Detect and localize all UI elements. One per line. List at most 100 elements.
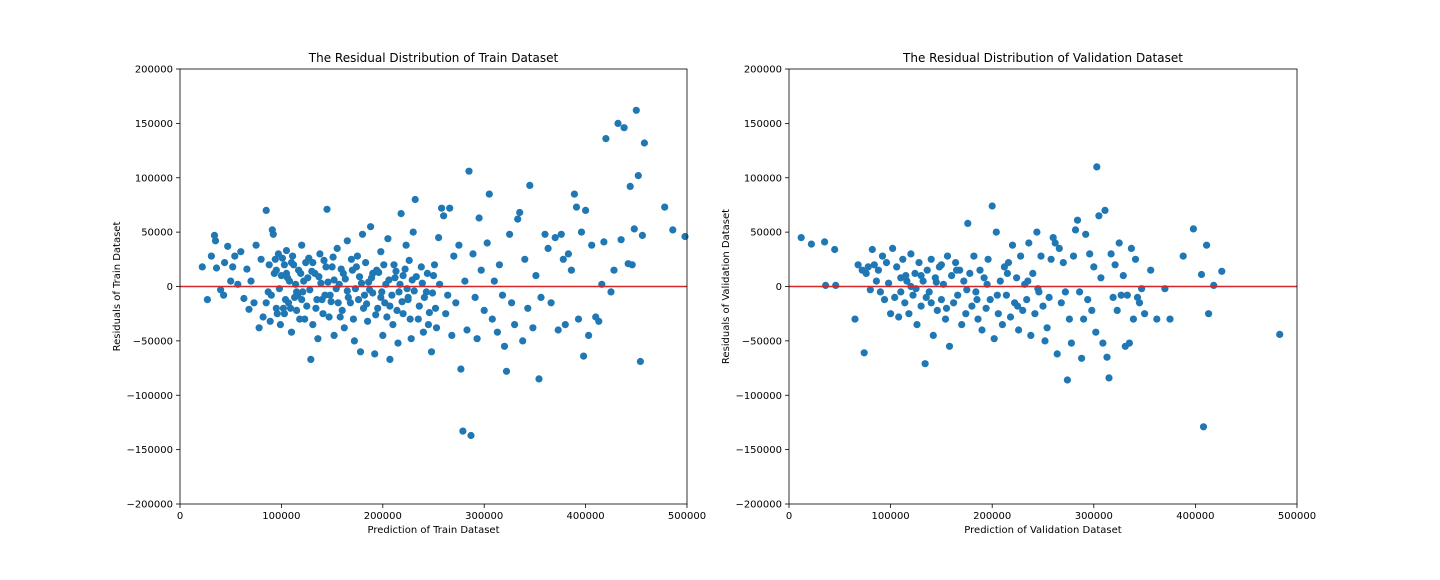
data-point (854, 261, 862, 269)
data-point (343, 237, 351, 245)
x-tick-label: 200000 (973, 511, 1011, 522)
data-point (377, 248, 385, 256)
y-tick-label: 100000 (135, 173, 173, 184)
chart-title: The Residual Distribution of Train Datas… (308, 51, 559, 65)
data-point (661, 203, 669, 211)
data-point (320, 256, 328, 264)
data-point (312, 304, 320, 312)
data-point (976, 266, 984, 274)
data-point (1041, 337, 1049, 345)
data-point (937, 296, 946, 304)
data-point (203, 296, 211, 304)
x-axis-label: Prediction of Train Dataset (367, 525, 499, 536)
data-point (404, 296, 412, 304)
data-point (390, 261, 398, 269)
data-point (427, 348, 436, 356)
data-point (1059, 259, 1067, 267)
y-tick-label: −50000 (742, 336, 782, 347)
data-point (212, 264, 221, 272)
x-tick-label: 400000 (567, 511, 605, 522)
data-point (887, 310, 895, 318)
data-point (346, 299, 354, 307)
data-point (1133, 293, 1142, 301)
data-point (469, 250, 477, 258)
data-point (1051, 239, 1059, 247)
data-point (1037, 252, 1045, 260)
data-point (994, 310, 1002, 318)
x-tick-label: 500000 (1278, 511, 1316, 522)
data-point (972, 288, 980, 296)
data-point (438, 204, 446, 212)
data-point (405, 256, 413, 264)
data-point (477, 266, 485, 274)
data-point (567, 266, 576, 274)
data-point (309, 321, 317, 329)
data-point (282, 247, 291, 255)
data-point (207, 252, 215, 260)
data-point (493, 328, 501, 336)
data-point (269, 230, 277, 238)
data-point (276, 321, 284, 329)
y-tick-label: 50000 (141, 228, 173, 239)
data-point (281, 296, 290, 304)
data-point (506, 230, 514, 238)
data-point (402, 241, 410, 249)
data-point (406, 315, 414, 323)
data-point (1119, 272, 1127, 280)
data-point (467, 431, 475, 440)
data-point (577, 228, 586, 236)
data-point (461, 277, 469, 285)
data-point (297, 269, 305, 277)
data-point (327, 298, 335, 306)
data-point (399, 272, 407, 280)
data-point (973, 296, 981, 304)
data-point (986, 296, 994, 304)
data-point (996, 277, 1004, 285)
data-point (227, 277, 235, 285)
data-point (1084, 296, 1092, 304)
data-point (620, 124, 628, 132)
data-point (1080, 315, 1088, 323)
data-point (927, 299, 935, 307)
x-tick-label: 300000 (465, 511, 503, 522)
data-point (978, 326, 986, 334)
data-point (610, 266, 618, 274)
y-tick-label: −100000 (126, 391, 173, 402)
data-point (640, 139, 649, 147)
data-point (862, 269, 870, 277)
data-point (259, 313, 267, 321)
data-point (1015, 326, 1023, 334)
data-point (1003, 269, 1012, 277)
data-point (366, 286, 374, 294)
data-point (301, 315, 309, 323)
data-point (574, 315, 583, 323)
data-point (347, 255, 355, 263)
data-point (992, 228, 1000, 236)
data-point (913, 321, 921, 329)
x-tick-label: 200000 (364, 511, 402, 522)
data-point (418, 279, 426, 287)
y-tick-label: 150000 (744, 119, 782, 130)
data-point (1127, 244, 1135, 252)
data-point (198, 263, 206, 271)
y-tick-label: 100000 (744, 173, 782, 184)
data-point (315, 273, 323, 281)
data-point (993, 291, 1001, 299)
data-point (1189, 225, 1197, 233)
data-point (557, 230, 565, 238)
data-point (210, 231, 219, 239)
data-point (371, 350, 379, 358)
data-point (632, 106, 640, 114)
y-tick-label: −200000 (126, 500, 173, 511)
data-point (273, 310, 281, 318)
data-point (330, 276, 338, 284)
data-point (457, 365, 465, 373)
data-point (265, 261, 273, 269)
data-point (953, 266, 961, 274)
data-point (262, 299, 270, 307)
data-point (287, 328, 296, 336)
data-point (1082, 230, 1090, 238)
data-point (535, 375, 543, 383)
